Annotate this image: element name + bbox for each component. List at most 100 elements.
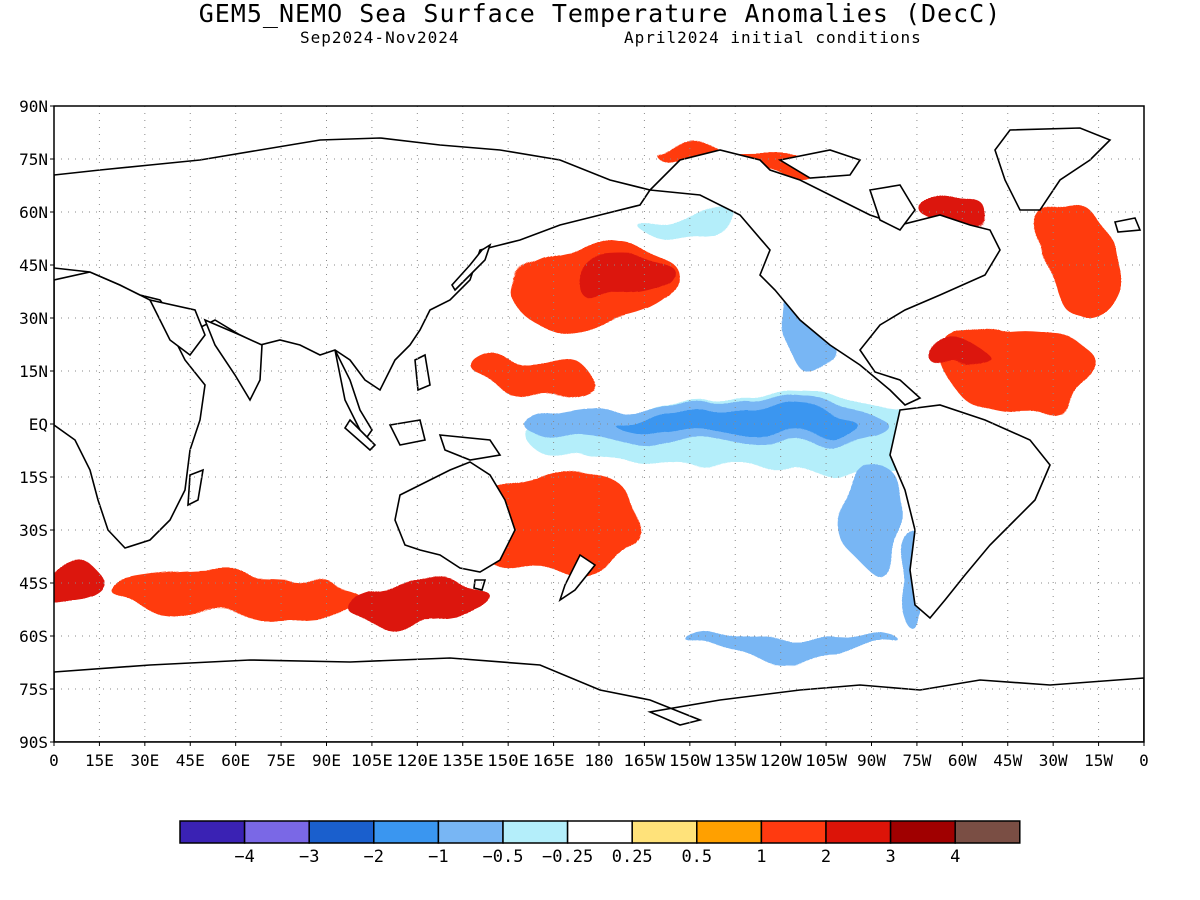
anomaly-region-16 [574, 261, 684, 304]
lon-label: 60E [221, 751, 250, 770]
island-philippines [414, 353, 431, 392]
island-borneo [388, 419, 426, 446]
colorbar-label: −1 [428, 847, 448, 867]
lon-label: 15E [85, 751, 114, 770]
continent-south-america [889, 404, 1051, 620]
hudson-bay [868, 184, 916, 232]
lon-label: 105W [805, 751, 847, 770]
anomaly-region-15 [341, 579, 494, 622]
lon-label: 15W [1084, 751, 1113, 770]
lat-label: 30S [19, 521, 48, 540]
colorbar-swatch [631, 820, 698, 844]
lon-label: 135E [442, 751, 484, 770]
colorbar-swatch [954, 820, 1021, 844]
lon-label: 0 [1139, 751, 1149, 770]
lat-label: EQ [29, 415, 48, 434]
lat-label: 60S [19, 627, 48, 646]
colorbar-label: 3 [885, 847, 895, 867]
lon-label: 105E [351, 751, 393, 770]
continent-antarctica [54, 657, 1144, 742]
colorbar-swatch [502, 820, 569, 844]
lon-label: 150W [669, 751, 711, 770]
anomaly-region-19 [932, 349, 993, 371]
anomaly-region-6 [114, 575, 357, 612]
lon-label: 45E [176, 751, 205, 770]
lat-label: 45S [19, 574, 48, 593]
lat-label: 75S [19, 680, 48, 699]
lon-label: 0 [49, 751, 59, 770]
landmass-india [203, 318, 263, 402]
colorbar-label: 1 [756, 847, 766, 867]
anomaly-region-11 [483, 360, 593, 396]
anomaly-field [54, 148, 1120, 654]
lon-label: 165W [623, 751, 665, 770]
lon-label: 135W [714, 751, 756, 770]
lon-label: 30W [1039, 751, 1068, 770]
lon-label: 120W [760, 751, 802, 770]
island-new-guinea [438, 434, 502, 461]
lat-label: 75N [19, 150, 48, 169]
lat-label: 60N [19, 203, 48, 222]
lon-label: 30E [130, 751, 159, 770]
colorbar-label: −0.5 [483, 847, 524, 867]
colorbar-swatch [373, 820, 440, 844]
anomaly-region-2 [462, 469, 645, 576]
island-new-zealand [558, 553, 597, 602]
landmass-arabia [148, 298, 206, 357]
colorbar-swatch [696, 820, 763, 844]
anomaly-region-5 [947, 328, 1099, 414]
lon-label: 45W [993, 751, 1022, 770]
colorbar-swatch [179, 820, 246, 844]
colorbar-swatch [308, 820, 375, 844]
lon-label: 75E [267, 751, 296, 770]
colorbar-swatch [889, 820, 956, 844]
colorbar-label: 4 [950, 847, 960, 867]
lon-label: 120E [396, 751, 438, 770]
period-label: Sep2024-Nov2024 [300, 28, 460, 47]
island-tasmania [473, 579, 487, 591]
lon-label: 165E [533, 751, 575, 770]
anomaly-region-10 [689, 632, 902, 654]
map-title: GEM5_NEMO Sea Surface Temperature Anomal… [198, 0, 1002, 28]
coastlines [54, 127, 1144, 742]
anomaly-region-1 [635, 208, 745, 237]
lat-label: 30N [19, 309, 48, 328]
colorbar-swatch [566, 820, 633, 844]
lat-label: 15S [19, 468, 48, 487]
lon-label: 60W [948, 751, 977, 770]
lon-label: 180 [585, 751, 614, 770]
lat-label: 90N [19, 97, 48, 116]
anomaly-region-17 [54, 565, 106, 601]
island-madagascar [187, 468, 205, 507]
lon-label: 150E [487, 751, 529, 770]
colorbar-label: 0.5 [681, 847, 712, 867]
colorbar-label: 0.25 [612, 847, 653, 867]
lat-label: 15N [19, 362, 48, 381]
lat-label: 45N [19, 256, 48, 275]
lon-label: 75W [902, 751, 931, 770]
anomaly-region-14 [614, 409, 857, 439]
graticule [54, 106, 1144, 742]
colorbar-label: 2 [821, 847, 831, 867]
island-arctic-canada [777, 149, 862, 179]
landmass-se-asia [334, 349, 373, 442]
island-iceland [1113, 217, 1142, 233]
colorbar-label: −0.25 [542, 847, 593, 867]
colorbar-swatch [825, 820, 892, 844]
colorbar-label: −3 [299, 847, 319, 867]
island-sumatra [343, 418, 377, 452]
lon-label: 90W [857, 751, 886, 770]
continent-australia [394, 461, 516, 573]
island-greenland [994, 127, 1112, 211]
colorbar-label: −2 [364, 847, 384, 867]
continent-north-america [648, 149, 1001, 406]
colorbar: −4 −3 −2 −1 −0.5 −0.25 0.25 0.5 1 2 3 4 [179, 820, 1021, 867]
colorbar-label: −4 [234, 847, 254, 867]
colorbar-swatch [760, 820, 827, 844]
colorbar-swatch [437, 820, 504, 844]
colorbar-swatch [243, 820, 310, 844]
initial-conditions-label: April2024 initial conditions [624, 28, 922, 47]
lon-label: 90E [312, 751, 341, 770]
